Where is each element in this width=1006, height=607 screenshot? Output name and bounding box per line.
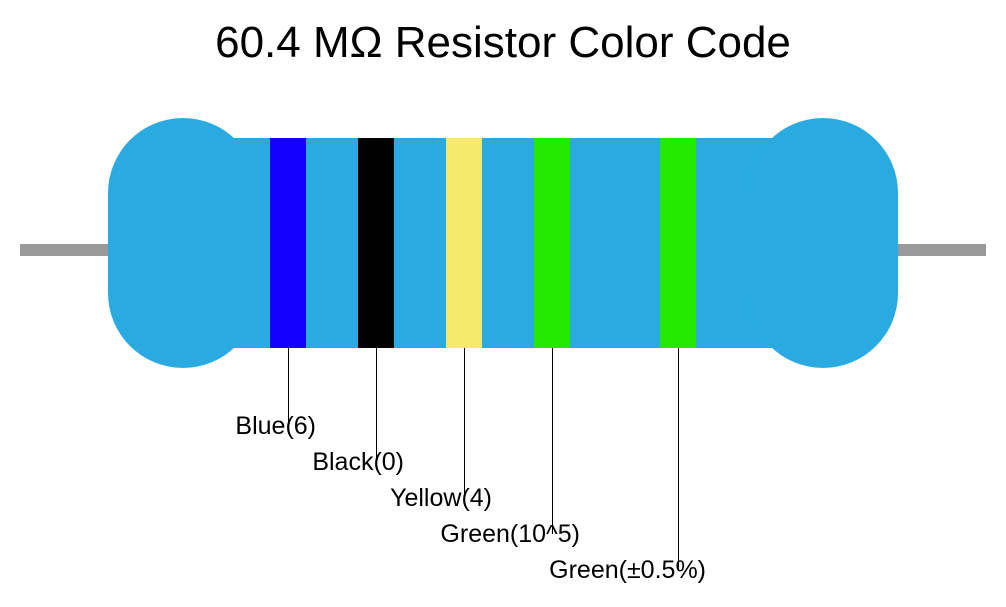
band-2: [358, 138, 394, 348]
band-5-label: Green(±0.5%): [549, 556, 706, 585]
diagram-title: 60.4 MΩ Resistor Color Code: [0, 18, 1006, 68]
band-3-callout-line: [464, 348, 465, 498]
band-3: [446, 138, 482, 348]
band-5: [660, 138, 696, 348]
band-5-callout-line: [678, 348, 679, 570]
resistor-cap-right: [748, 118, 898, 368]
band-2-label: Black(0): [312, 448, 404, 477]
band-1: [270, 138, 306, 348]
band-3-label: Yellow(4): [390, 484, 492, 513]
band-2-callout-line: [376, 348, 377, 462]
band-4-label: Green(10^5): [440, 520, 580, 549]
band-1-label: Blue(6): [235, 412, 316, 441]
band-4: [534, 138, 570, 348]
band-4-callout-line: [552, 348, 553, 534]
